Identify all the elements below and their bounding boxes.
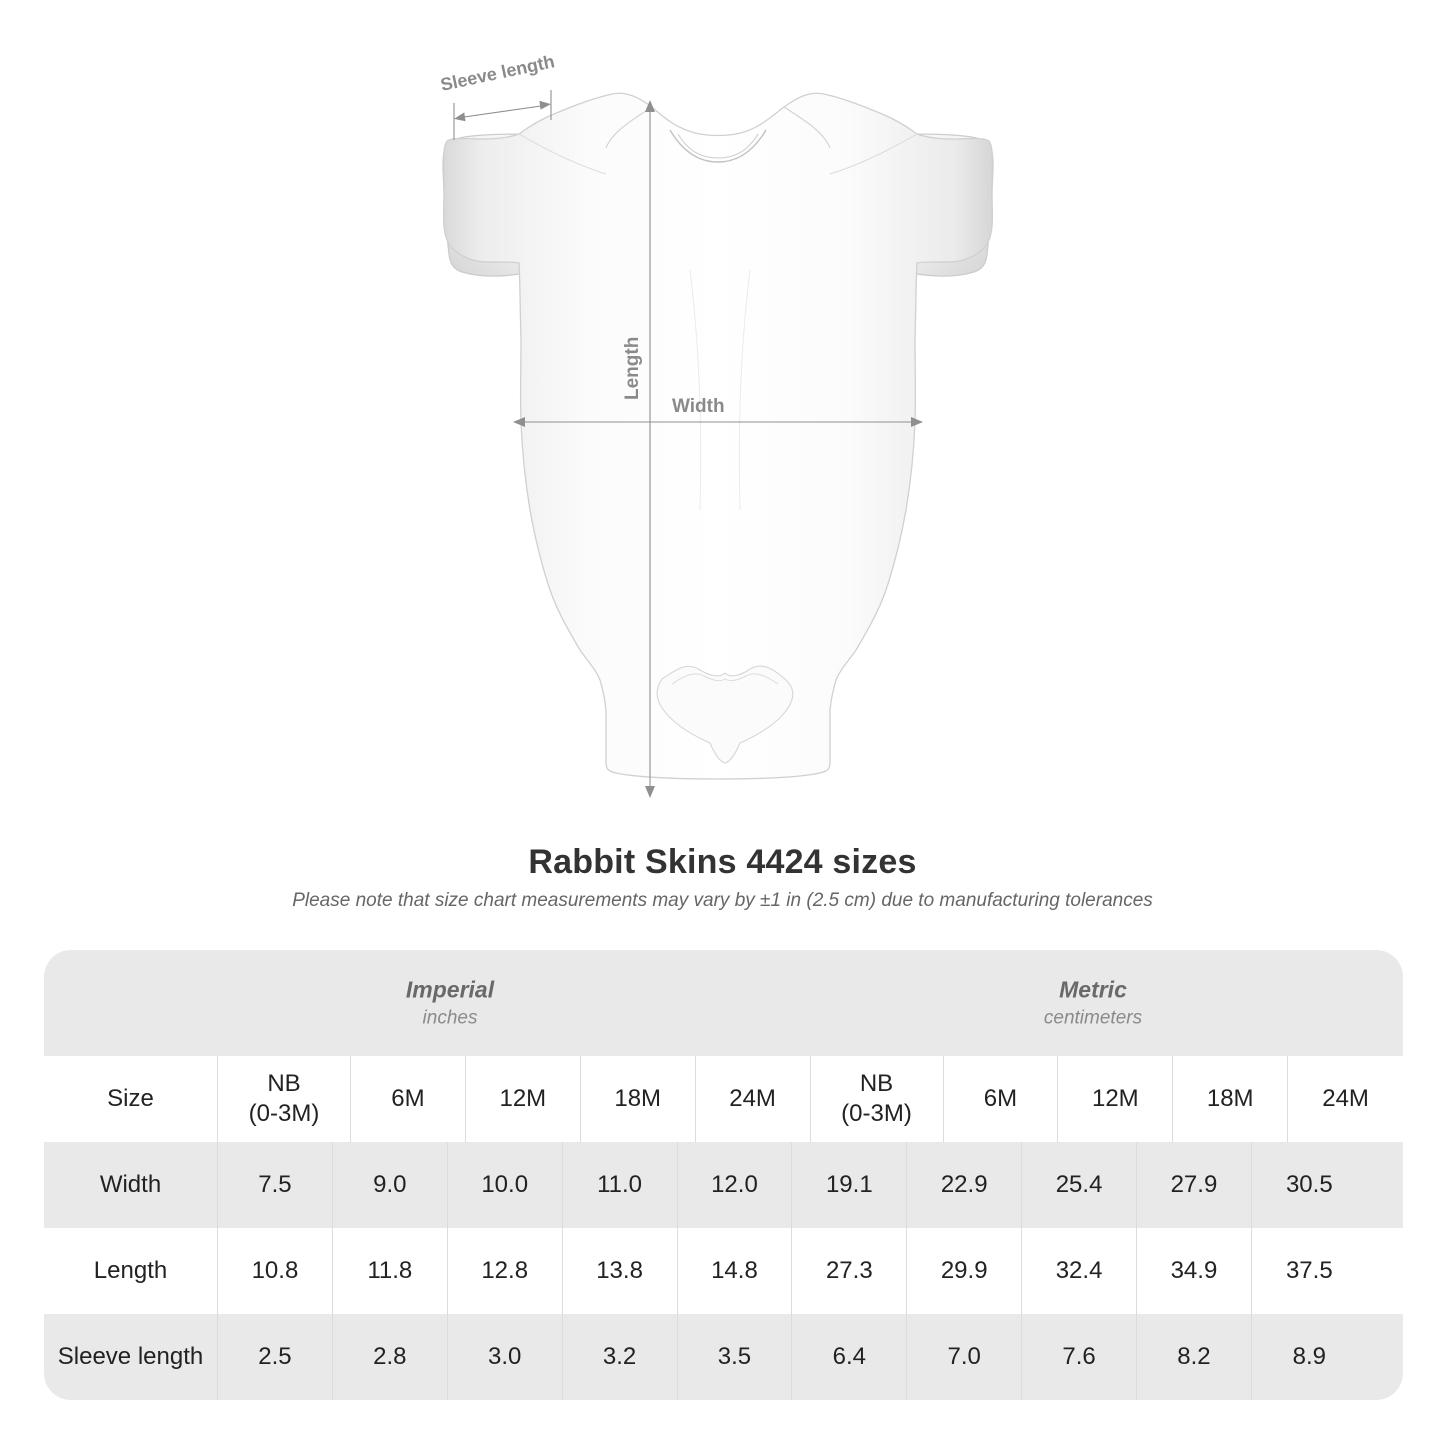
svg-text:Width: Width: [672, 396, 725, 417]
svg-text:Sleeve length: Sleeve length: [440, 55, 556, 95]
svg-text:Length: Length: [622, 337, 643, 400]
